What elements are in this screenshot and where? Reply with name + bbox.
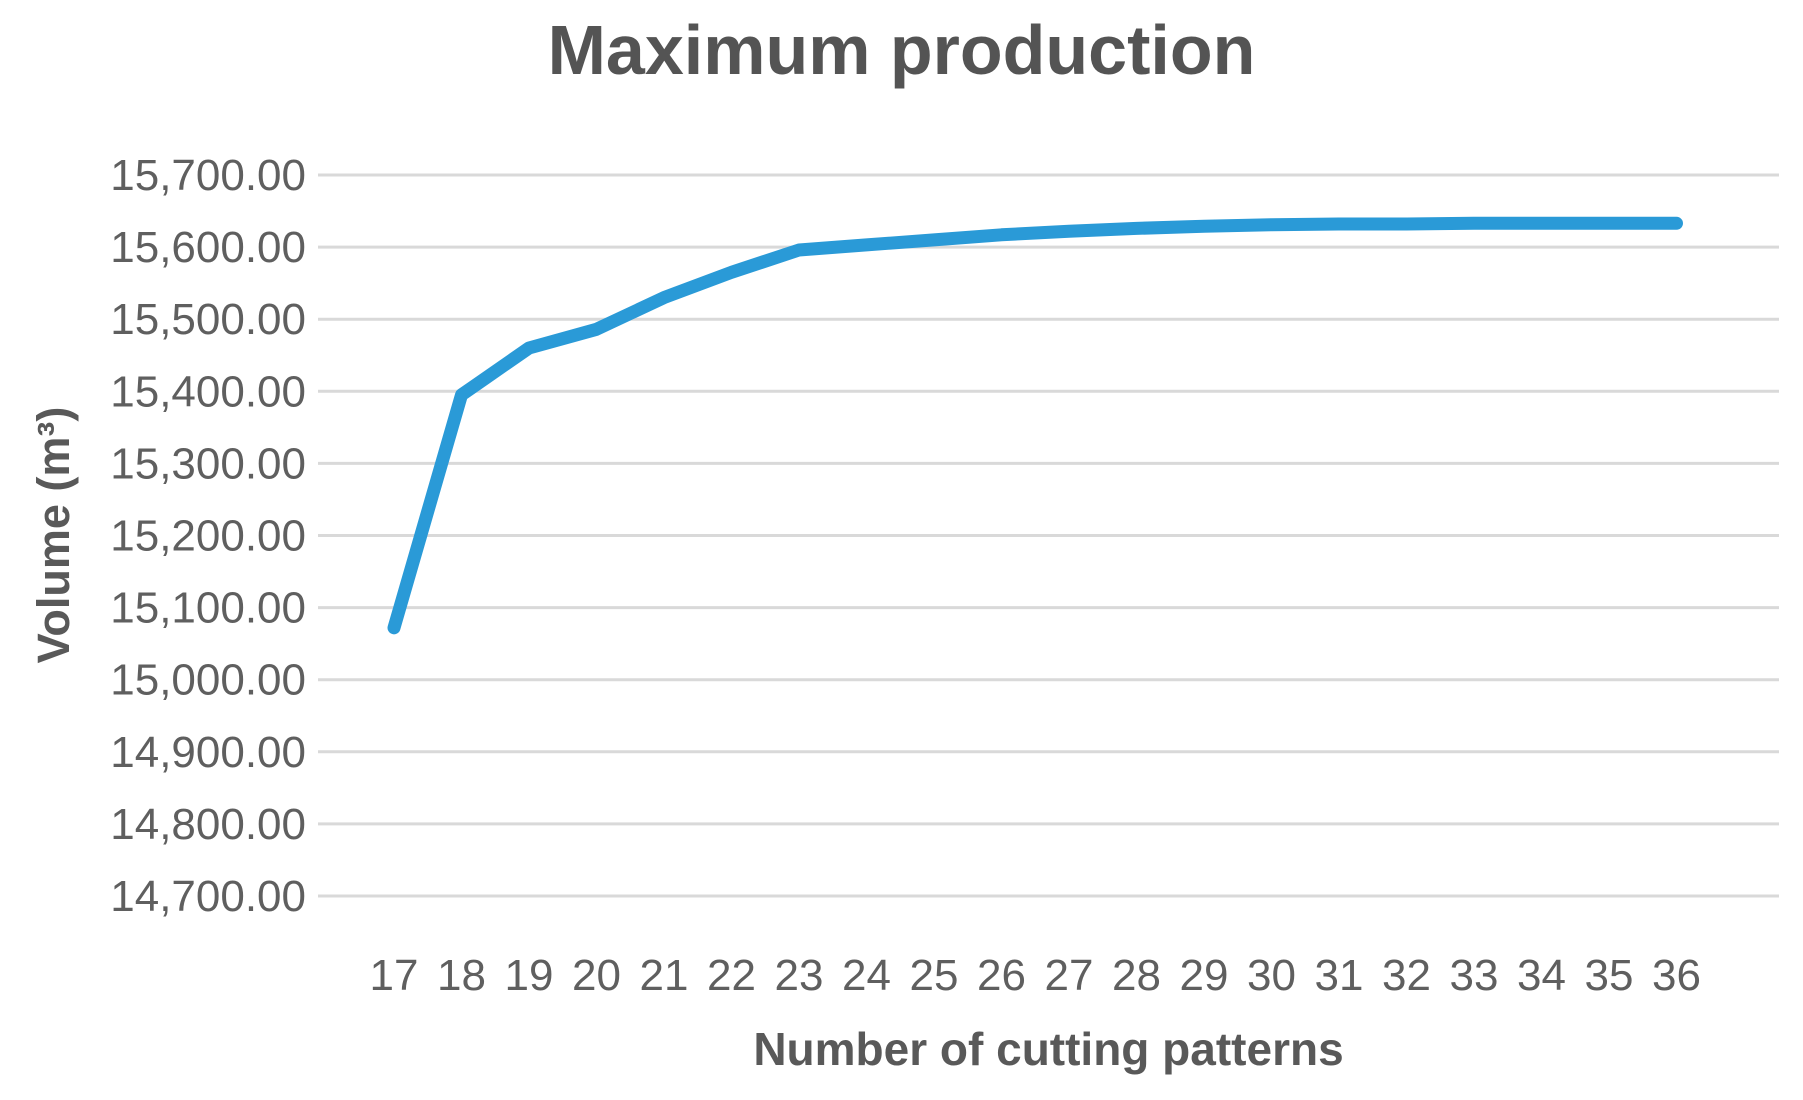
x-tick-label: 19 [505,951,554,1000]
y-tick-label: 14,900.00 [110,728,306,777]
y-tick-label: 15,100.00 [110,584,306,633]
x-tick-label: 25 [910,951,959,1000]
x-axis-title: Number of cutting patterns [753,1023,1344,1075]
y-tick-label: 15,400.00 [110,367,306,416]
data-series-line [387,216,1683,635]
x-tick-label: 17 [370,951,419,1000]
x-tick-label: 23 [775,951,824,1000]
x-tick-label: 32 [1382,951,1431,1000]
x-tick-label: 26 [977,951,1026,1000]
x-tick-label: 22 [707,951,756,1000]
x-tick-label: 35 [1585,951,1634,1000]
x-tick-label: 30 [1247,951,1296,1000]
x-tick-label: 18 [437,951,486,1000]
x-tick-label: 27 [1045,951,1094,1000]
y-tick-label: 15,500.00 [110,295,306,344]
x-tick-label: 28 [1112,951,1161,1000]
y-tick-label: 14,700.00 [110,872,306,921]
x-tick-label: 31 [1315,951,1364,1000]
y-tick-label: 14,800.00 [110,800,306,849]
y-tick-label: 15,200.00 [110,512,306,561]
x-tick-label: 20 [572,951,621,1000]
x-tick-label: 34 [1517,951,1566,1000]
x-tick-label: 29 [1180,951,1229,1000]
y-tick-label: 15,300.00 [110,439,306,488]
y-tick-label: 15,000.00 [110,656,306,705]
x-tick-label: 33 [1450,951,1499,1000]
chart-title: Maximum production [547,11,1256,89]
y-tick-label: 15,600.00 [110,223,306,272]
x-tick-label: 36 [1652,951,1701,1000]
y-tick-label: 15,700.00 [110,151,306,200]
x-tick-label: 24 [842,951,891,1000]
x-tick-label: 21 [640,951,689,1000]
